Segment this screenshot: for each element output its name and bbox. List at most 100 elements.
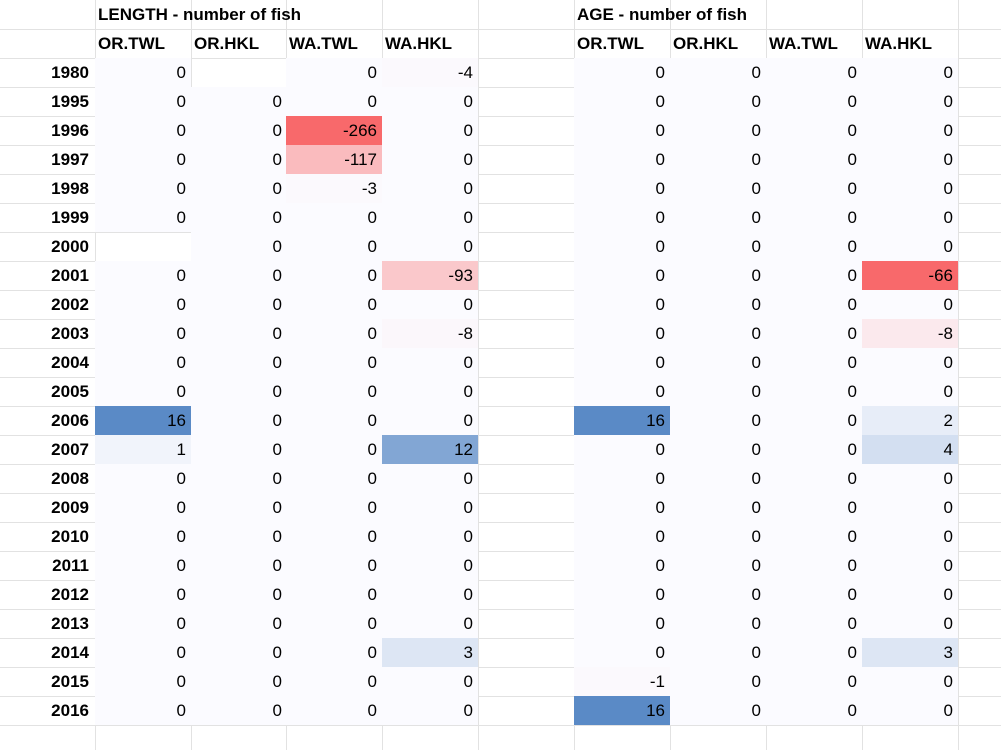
table-cell[interactable]: 0 [766,609,862,638]
table-cell[interactable]: 0 [766,696,862,725]
table-cell[interactable]: 0 [574,377,670,406]
table-cell[interactable]: 0 [670,522,766,551]
table-cell[interactable]: 0 [670,145,766,174]
table-cell[interactable]: 0 [286,319,382,348]
table-cell[interactable]: 0 [382,290,478,319]
table-cell[interactable]: -3 [286,174,382,203]
table-cell[interactable]: 0 [766,580,862,609]
table-cell[interactable]: 0 [670,348,766,377]
table-cell[interactable]: 0 [574,348,670,377]
table-cell[interactable]: 0 [670,290,766,319]
table-cell[interactable]: -266 [286,116,382,145]
table-cell[interactable]: -93 [382,261,478,290]
table-cell[interactable]: 0 [766,406,862,435]
table-cell[interactable]: 0 [286,406,382,435]
table-cell[interactable]: 0 [670,667,766,696]
table-cell[interactable]: 0 [286,580,382,609]
table-cell[interactable]: 0 [191,464,287,493]
table-cell[interactable]: 0 [95,551,191,580]
table-cell[interactable]: 0 [191,522,287,551]
table-cell[interactable]: 0 [862,87,958,116]
table-cell[interactable]: 0 [286,435,382,464]
table-cell[interactable]: 0 [382,348,478,377]
table-cell[interactable]: 0 [574,261,670,290]
table-cell[interactable]: 0 [862,145,958,174]
table-cell[interactable]: 0 [286,348,382,377]
table-cell[interactable]: 0 [670,406,766,435]
table-cell[interactable]: 12 [382,435,478,464]
table-cell[interactable]: 4 [862,435,958,464]
table-cell[interactable]: 0 [862,290,958,319]
table-cell[interactable]: 0 [766,290,862,319]
table-cell[interactable]: 0 [862,464,958,493]
table-cell[interactable]: 0 [191,580,287,609]
table-cell[interactable]: 0 [574,116,670,145]
table-cell[interactable]: 0 [95,203,191,232]
table-cell[interactable]: 0 [574,551,670,580]
table-cell[interactable]: 0 [191,609,287,638]
table-cell[interactable]: 0 [95,377,191,406]
table-cell[interactable]: 0 [766,551,862,580]
table-cell[interactable]: 0 [191,435,287,464]
table-cell[interactable]: 0 [574,435,670,464]
table-cell[interactable]: 0 [191,261,287,290]
table-cell[interactable]: 0 [382,464,478,493]
table-cell[interactable]: 0 [670,696,766,725]
table-cell[interactable]: 16 [574,406,670,435]
table-cell[interactable]: 0 [382,87,478,116]
table-cell[interactable]: 0 [766,667,862,696]
table-cell[interactable]: 16 [574,696,670,725]
table-cell[interactable]: 0 [95,667,191,696]
table-cell[interactable]: 0 [766,348,862,377]
table-cell[interactable] [95,232,191,261]
table-cell[interactable]: 0 [286,261,382,290]
table-cell[interactable]: 0 [382,406,478,435]
table-cell[interactable]: 0 [670,638,766,667]
table-cell[interactable]: 0 [95,348,191,377]
table-cell[interactable]: 0 [382,232,478,261]
table-cell[interactable]: -8 [382,319,478,348]
table-cell[interactable]: 0 [382,174,478,203]
table-cell[interactable]: 0 [382,145,478,174]
table-cell[interactable]: 0 [286,58,382,87]
table-cell[interactable]: 0 [382,203,478,232]
table-cell[interactable]: 0 [95,319,191,348]
table-cell[interactable]: 3 [382,638,478,667]
table-cell[interactable]: 0 [862,667,958,696]
table-cell[interactable]: 0 [574,174,670,203]
table-cell[interactable]: 0 [286,493,382,522]
table-cell[interactable]: 0 [862,522,958,551]
table-cell[interactable]: 0 [766,638,862,667]
table-cell[interactable]: 0 [95,87,191,116]
table-cell[interactable]: 0 [286,522,382,551]
table-cell[interactable]: 0 [862,377,958,406]
table-cell[interactable]: 0 [766,174,862,203]
table-cell[interactable]: 0 [191,667,287,696]
table-cell[interactable]: 0 [286,638,382,667]
table-cell[interactable]: 0 [382,667,478,696]
table-cell[interactable]: 0 [191,551,287,580]
table-cell[interactable]: 0 [191,145,287,174]
table-cell[interactable]: 0 [95,261,191,290]
table-cell[interactable] [191,58,287,87]
table-cell[interactable]: 0 [862,551,958,580]
table-cell[interactable]: 0 [382,696,478,725]
table-cell[interactable]: 0 [670,174,766,203]
table-cell[interactable]: 0 [191,696,287,725]
table-cell[interactable]: 0 [670,87,766,116]
table-cell[interactable]: 0 [286,609,382,638]
table-cell[interactable]: 0 [382,609,478,638]
table-cell[interactable]: 0 [286,464,382,493]
table-cell[interactable]: 2 [862,406,958,435]
table-cell[interactable]: 0 [574,609,670,638]
table-cell[interactable]: 0 [286,551,382,580]
table-cell[interactable]: 0 [95,116,191,145]
table-cell[interactable]: 0 [766,377,862,406]
table-cell[interactable]: 0 [382,551,478,580]
table-cell[interactable]: 0 [286,232,382,261]
table-cell[interactable]: 0 [670,580,766,609]
table-cell[interactable]: 0 [862,58,958,87]
table-cell[interactable]: 0 [670,203,766,232]
table-cell[interactable]: 0 [862,232,958,261]
table-cell[interactable]: 0 [191,377,287,406]
